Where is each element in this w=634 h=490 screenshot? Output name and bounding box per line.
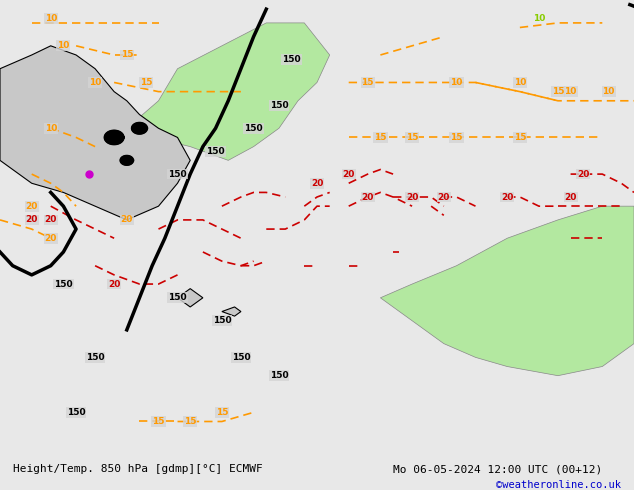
Text: 20: 20 bbox=[564, 193, 577, 201]
Text: 150: 150 bbox=[244, 124, 263, 133]
Text: 20: 20 bbox=[361, 193, 374, 201]
Text: 15: 15 bbox=[450, 133, 463, 142]
Text: 10: 10 bbox=[89, 78, 101, 87]
Text: 150: 150 bbox=[282, 55, 301, 64]
Text: Height/Temp. 850 hPa [gdmp][°C] ECMWF: Height/Temp. 850 hPa [gdmp][°C] ECMWF bbox=[13, 465, 262, 474]
Text: 20: 20 bbox=[437, 193, 450, 201]
Text: ©weatheronline.co.uk: ©weatheronline.co.uk bbox=[496, 480, 621, 490]
Text: 20: 20 bbox=[120, 216, 133, 224]
Text: 150: 150 bbox=[54, 280, 73, 289]
Text: 15: 15 bbox=[514, 133, 526, 142]
Text: 10: 10 bbox=[44, 14, 57, 23]
Text: 15: 15 bbox=[152, 417, 165, 426]
Polygon shape bbox=[127, 23, 330, 160]
Text: 15: 15 bbox=[120, 50, 133, 59]
Polygon shape bbox=[120, 156, 133, 165]
Text: 20: 20 bbox=[44, 216, 57, 224]
Text: 150: 150 bbox=[231, 353, 250, 362]
Polygon shape bbox=[178, 289, 203, 307]
Polygon shape bbox=[222, 307, 241, 316]
Polygon shape bbox=[132, 123, 147, 134]
Text: 20: 20 bbox=[501, 193, 514, 201]
Polygon shape bbox=[380, 206, 634, 376]
Polygon shape bbox=[0, 46, 190, 220]
Text: 20: 20 bbox=[342, 170, 355, 178]
Text: 150: 150 bbox=[67, 408, 86, 417]
Text: 150: 150 bbox=[269, 371, 288, 380]
Text: 10: 10 bbox=[564, 87, 577, 96]
Text: 20: 20 bbox=[25, 216, 38, 224]
Text: Mo 06-05-2024 12:00 UTC (00+12): Mo 06-05-2024 12:00 UTC (00+12) bbox=[393, 465, 602, 474]
Text: 150: 150 bbox=[168, 294, 187, 302]
Text: 15: 15 bbox=[374, 133, 387, 142]
Text: 20: 20 bbox=[44, 234, 57, 243]
Polygon shape bbox=[105, 130, 124, 145]
Text: 10: 10 bbox=[514, 78, 526, 87]
Text: 15: 15 bbox=[216, 408, 228, 417]
Text: 150: 150 bbox=[212, 316, 231, 325]
Text: 15: 15 bbox=[139, 78, 152, 87]
Text: 20: 20 bbox=[108, 280, 120, 289]
Text: 20: 20 bbox=[25, 202, 38, 211]
Text: 15: 15 bbox=[552, 87, 564, 96]
Text: 10: 10 bbox=[57, 41, 70, 50]
Text: 10: 10 bbox=[450, 78, 463, 87]
Text: 15: 15 bbox=[361, 78, 374, 87]
Text: 10: 10 bbox=[533, 14, 545, 23]
Text: 150: 150 bbox=[86, 353, 105, 362]
Text: 15: 15 bbox=[184, 417, 197, 426]
Text: 10: 10 bbox=[44, 124, 57, 133]
Text: 20: 20 bbox=[311, 179, 323, 188]
Text: 150: 150 bbox=[168, 170, 187, 178]
Text: 20: 20 bbox=[577, 170, 590, 178]
Text: 150: 150 bbox=[269, 101, 288, 110]
Text: 20: 20 bbox=[406, 193, 418, 201]
Text: 10: 10 bbox=[602, 87, 615, 96]
Text: 150: 150 bbox=[206, 147, 225, 156]
Text: 15: 15 bbox=[406, 133, 418, 142]
